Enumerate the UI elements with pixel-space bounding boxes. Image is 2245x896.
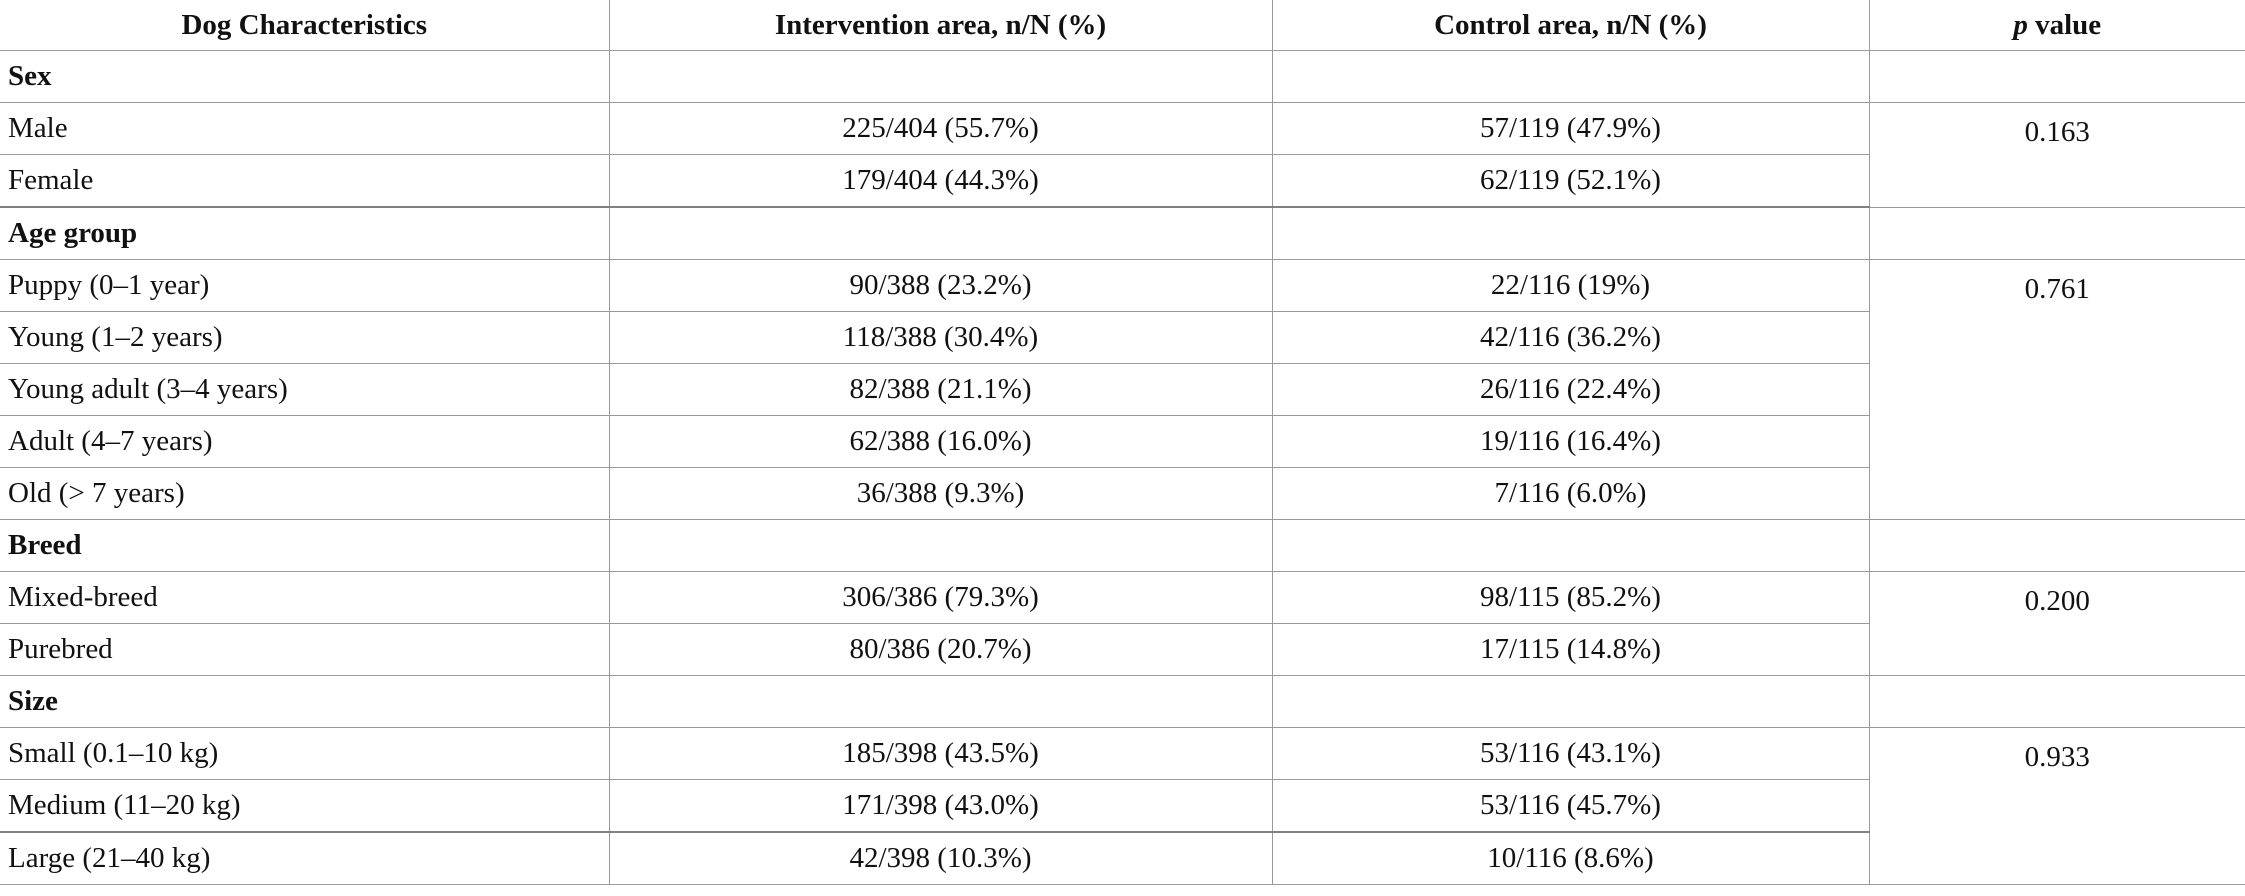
- p-value-cell: 0.761: [1868, 259, 2245, 520]
- p-value-cell: 0.933: [1868, 727, 2245, 885]
- table-row: Young adult (3–4 years) 82/388 (21.1%) 26/…: [0, 363, 2245, 416]
- row-label: Adult (4–7 years): [0, 415, 609, 468]
- control-cell: 62/119 (52.1%): [1271, 154, 1869, 208]
- row-label: Small (0.1–10 kg): [0, 727, 609, 780]
- p-value-cell: 0.163: [1868, 102, 2245, 208]
- table-row: Large (21–40 kg) 42/398 (10.3%) 10/116 (8.…: [0, 832, 2245, 885]
- intervention-cell: 225/404 (55.7%): [608, 102, 1272, 155]
- section-title: Size: [0, 675, 609, 728]
- header-row: Dog Characteristics Intervention area, n…: [0, 0, 2245, 51]
- row-label: Female: [0, 154, 609, 208]
- table-row: Small (0.1–10 kg) 185/398 (43.5%) 53/116 (…: [0, 727, 2245, 885]
- header-characteristics: Dog Characteristics: [0, 0, 609, 51]
- section-row: Age group: [0, 207, 2245, 260]
- section-row: Size: [0, 675, 2245, 728]
- row-label: Young adult (3–4 years): [0, 363, 609, 416]
- table-row: Male 225/404 (55.7%) 57/119 (47.9%) 0.163: [0, 102, 2245, 208]
- table-row: Puppy (0–1 year) 90/388 (23.2%) 22/116 (19…: [0, 259, 2245, 520]
- header-control: Control area, n/N (%): [1271, 0, 1869, 51]
- header-p-value: p value: [1868, 0, 2245, 51]
- empty-cell: [1271, 207, 1869, 260]
- section-row: Sex: [0, 50, 2245, 103]
- intervention-cell: 80/386 (20.7%): [608, 623, 1272, 676]
- table-row: Medium (11–20 kg) 171/398 (43.0%) 53/116 (…: [0, 779, 2245, 833]
- control-cell: 42/116 (36.2%): [1271, 311, 1869, 364]
- control-cell: 57/119 (47.9%): [1271, 102, 1869, 155]
- table-row: Female 179/404 (44.3%) 62/119 (52.1%): [0, 154, 2245, 208]
- row-label: Mixed-breed: [0, 571, 609, 624]
- row-label: Puppy (0–1 year): [0, 259, 609, 312]
- row-label: Medium (11–20 kg): [0, 779, 609, 833]
- empty-cell: [1271, 675, 1869, 728]
- empty-cell: [1271, 50, 1869, 103]
- control-cell: 17/115 (14.8%): [1271, 623, 1869, 676]
- row-label: Large (21–40 kg): [0, 832, 609, 885]
- table-body: Sex Male 225/404 (55.7%) 57/119 (47.9%) 0.16…: [0, 50, 2245, 885]
- control-cell: 98/115 (85.2%): [1271, 571, 1869, 624]
- p-value-cell: 0.200: [1868, 571, 2245, 676]
- control-cell: 7/116 (6.0%): [1271, 467, 1869, 520]
- intervention-cell: 185/398 (43.5%): [608, 727, 1272, 780]
- intervention-cell: 118/388 (30.4%): [608, 311, 1272, 364]
- intervention-cell: 82/388 (21.1%): [608, 363, 1272, 416]
- table-row: Purebred 80/386 (20.7%) 17/115 (14.8%): [0, 623, 2245, 676]
- empty-cell: [1868, 50, 2245, 103]
- intervention-cell: 179/404 (44.3%): [608, 154, 1272, 208]
- intervention-cell: 62/388 (16.0%): [608, 415, 1272, 468]
- table-row: Young (1–2 years) 118/388 (30.4%) 42/116 (…: [0, 311, 2245, 364]
- section-title: Breed: [0, 519, 609, 572]
- empty-cell: [608, 675, 1272, 728]
- control-cell: 53/116 (43.1%): [1271, 727, 1869, 780]
- intervention-cell: 306/386 (79.3%): [608, 571, 1272, 624]
- empty-cell: [1868, 207, 2245, 260]
- control-cell: 26/116 (22.4%): [1271, 363, 1869, 416]
- table-row: Mixed-breed 306/386 (79.3%) 98/115 (85.2%)…: [0, 571, 2245, 676]
- intervention-cell: 42/398 (10.3%): [608, 832, 1272, 885]
- row-label: Male: [0, 102, 609, 155]
- section-title: Age group: [0, 207, 609, 260]
- section-row: Breed: [0, 519, 2245, 572]
- intervention-cell: 171/398 (43.0%): [608, 779, 1272, 833]
- intervention-cell: 90/388 (23.2%): [608, 259, 1272, 312]
- empty-cell: [1868, 675, 2245, 728]
- header-p-rest: value: [2027, 8, 2102, 41]
- header-p-italic: p: [2013, 8, 2028, 41]
- intervention-cell: 36/388 (9.3%): [608, 467, 1272, 520]
- empty-cell: [1868, 519, 2245, 572]
- empty-cell: [608, 519, 1272, 572]
- empty-cell: [608, 50, 1272, 103]
- table-row: Adult (4–7 years) 62/388 (16.0%) 19/116 (1…: [0, 415, 2245, 468]
- control-cell: 19/116 (16.4%): [1271, 415, 1869, 468]
- control-cell: 10/116 (8.6%): [1271, 832, 1869, 885]
- row-label: Old (> 7 years): [0, 467, 609, 520]
- control-cell: 53/116 (45.7%): [1271, 779, 1869, 833]
- empty-cell: [1271, 519, 1869, 572]
- empty-cell: [608, 207, 1272, 260]
- row-label: Young (1–2 years): [0, 311, 609, 364]
- control-cell: 22/116 (19%): [1271, 259, 1869, 312]
- section-title: Sex: [0, 50, 609, 103]
- table-row: Old (> 7 years) 36/388 (9.3%) 7/116 (6.0%): [0, 467, 2245, 520]
- header-intervention: Intervention area, n/N (%): [608, 0, 1272, 51]
- row-label: Purebred: [0, 623, 609, 676]
